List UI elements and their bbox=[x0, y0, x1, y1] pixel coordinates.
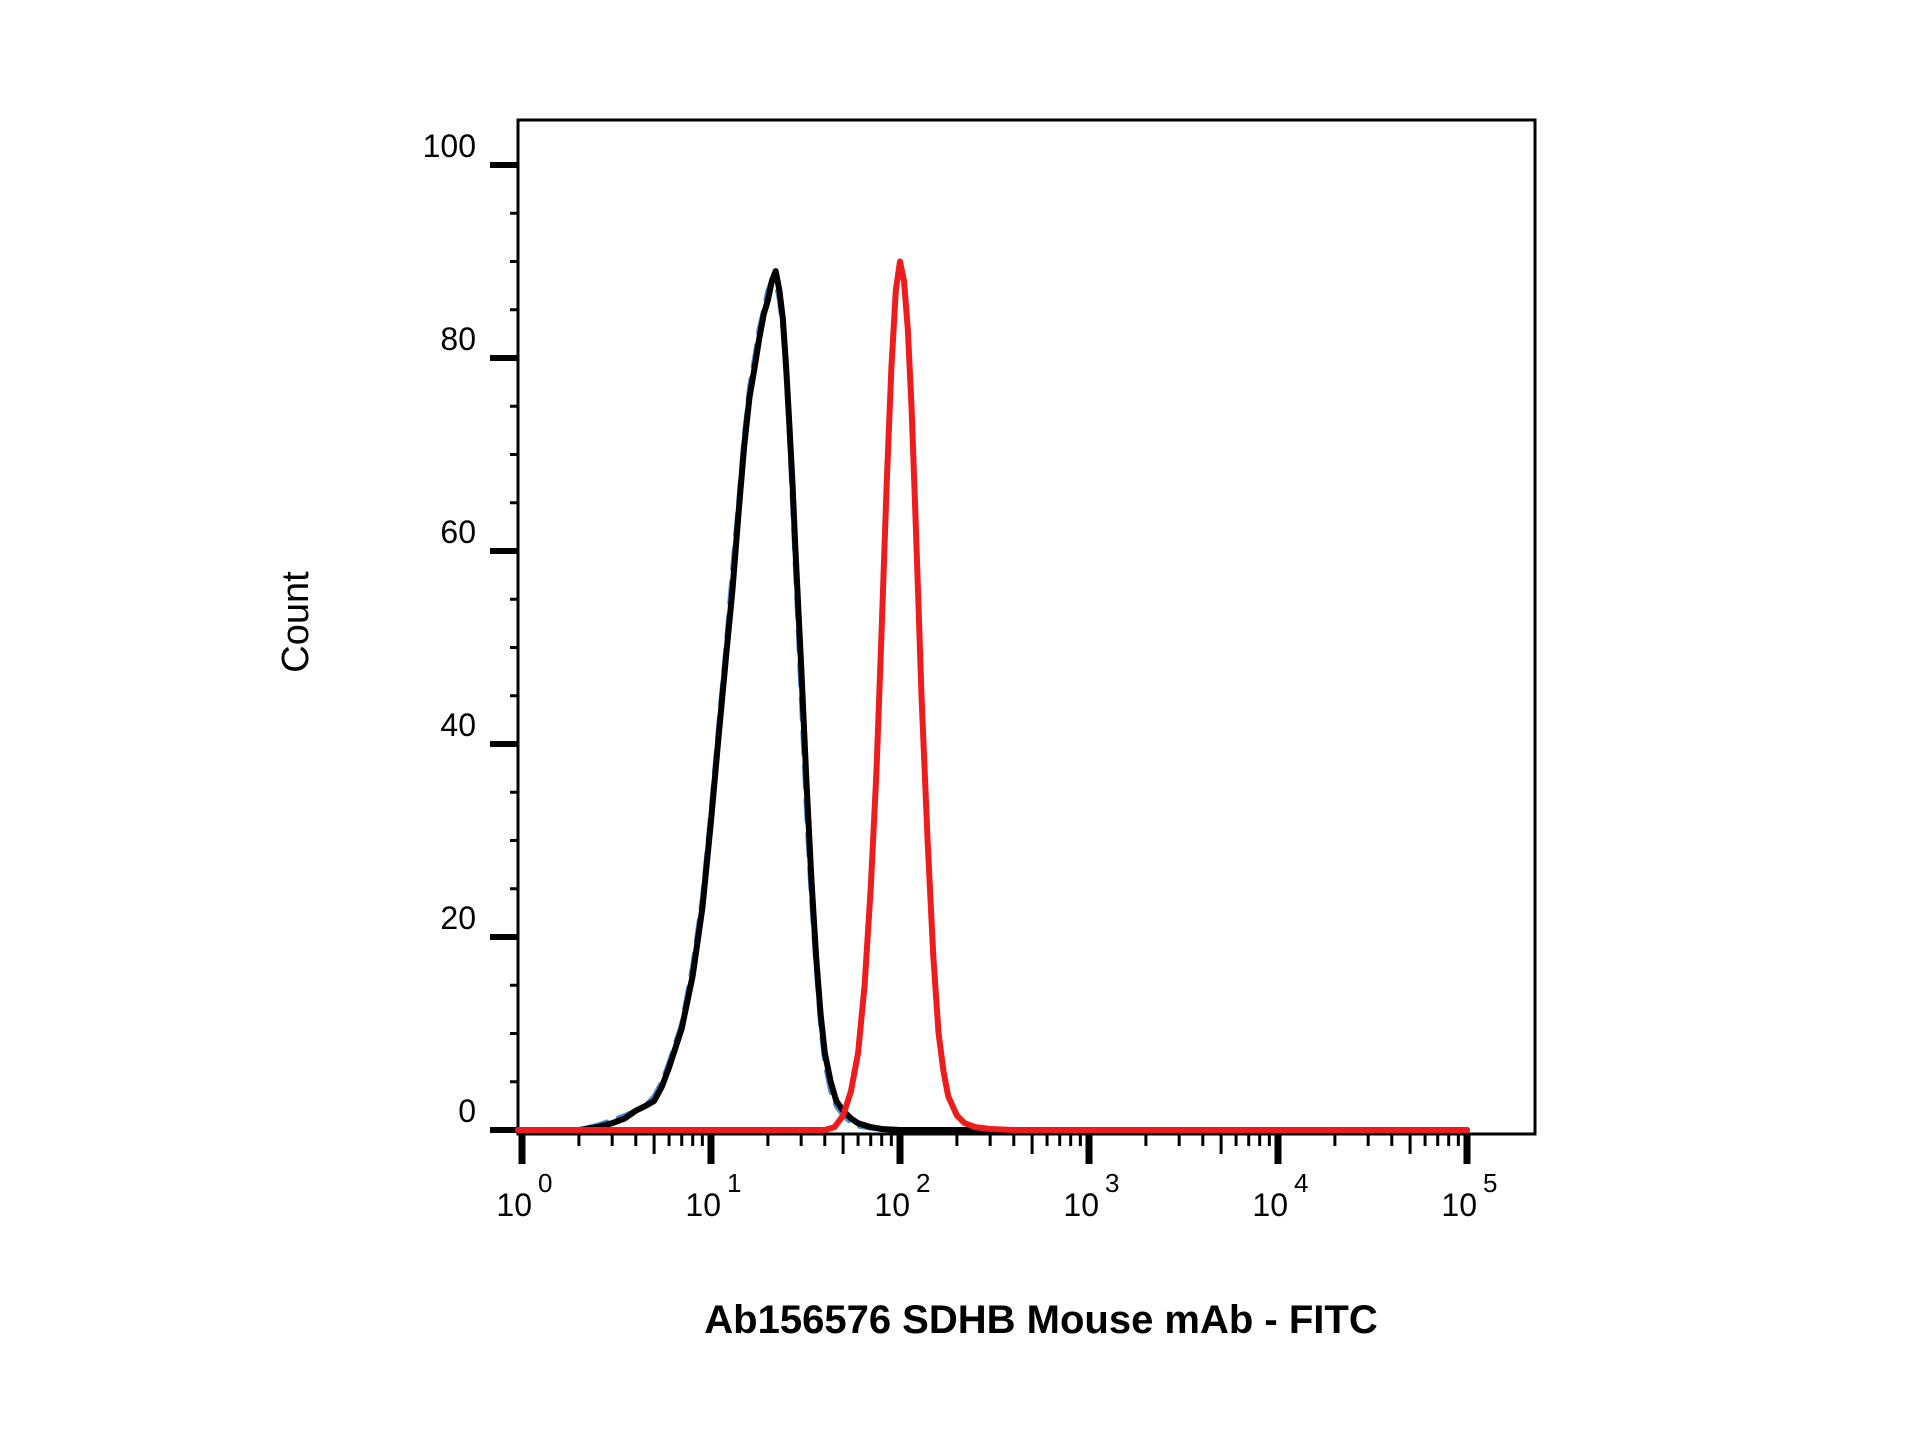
y-tick-label: 60 bbox=[440, 514, 476, 550]
plot-frame bbox=[516, 118, 1537, 1136]
y-tick-labels: 0 20 40 60 80 100 bbox=[423, 128, 476, 1129]
y-axis-label: Count bbox=[275, 571, 317, 673]
series-line-1 bbox=[515, 278, 1470, 1133]
x-tick-label-exponent: 2 bbox=[916, 1168, 930, 1198]
y-tick-label: 100 bbox=[423, 128, 476, 164]
x-tick-label-base: 10 bbox=[1441, 1187, 1477, 1223]
x-major-ticks bbox=[518, 1134, 1471, 1164]
x-tick-label-base: 10 bbox=[496, 1187, 532, 1223]
x-tick-label-base: 10 bbox=[685, 1187, 721, 1223]
x-tick-label-base: 10 bbox=[1252, 1187, 1288, 1223]
x-tick-label-exponent: 0 bbox=[538, 1168, 552, 1198]
x-minor-ticks bbox=[577, 1134, 1460, 1154]
y-tick-label: 20 bbox=[440, 900, 476, 936]
y-major-ticks bbox=[490, 162, 518, 1133]
y-tick-label: 40 bbox=[440, 707, 476, 743]
x-tick-label-base: 10 bbox=[874, 1187, 910, 1223]
y-tick-label: 80 bbox=[440, 321, 476, 357]
x-tick-label-base: 10 bbox=[1063, 1187, 1099, 1223]
y-minor-ticks bbox=[510, 211, 518, 1084]
x-tick-label-exponent: 4 bbox=[1294, 1168, 1308, 1198]
x-tick-label-exponent: 1 bbox=[727, 1168, 741, 1198]
x-tick-label-exponent: 3 bbox=[1105, 1168, 1119, 1198]
series-line-2 bbox=[515, 268, 1470, 1133]
series-layer bbox=[515, 258, 1470, 1133]
series-line-3 bbox=[515, 258, 1470, 1133]
y-tick-label: 0 bbox=[458, 1093, 476, 1129]
x-tick-label-exponent: 5 bbox=[1483, 1168, 1497, 1198]
x-axis-label: Ab156576 SDHB Mouse mAb - FITC bbox=[704, 1298, 1377, 1342]
